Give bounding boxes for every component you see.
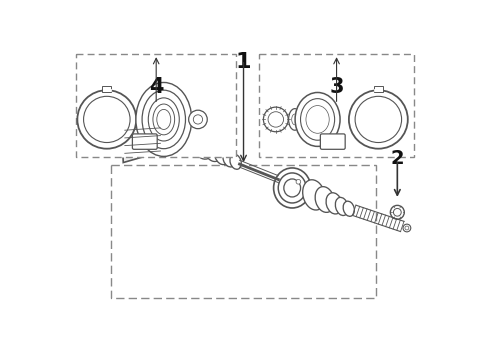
Ellipse shape [178,123,204,156]
Circle shape [84,96,130,143]
Ellipse shape [303,180,325,210]
Ellipse shape [295,93,340,147]
Ellipse shape [230,154,241,169]
Ellipse shape [136,82,192,156]
Circle shape [77,90,136,149]
Text: 4: 4 [149,77,164,97]
Polygon shape [162,111,173,151]
Circle shape [264,107,288,132]
Ellipse shape [403,224,411,232]
Bar [374,86,383,92]
Ellipse shape [292,114,298,125]
Circle shape [355,96,402,143]
Circle shape [194,115,202,124]
Polygon shape [122,116,164,163]
Ellipse shape [405,226,409,230]
Ellipse shape [326,193,342,214]
Circle shape [189,110,207,129]
Ellipse shape [142,90,186,149]
Polygon shape [122,111,172,126]
Circle shape [296,180,301,184]
Ellipse shape [343,201,354,216]
Polygon shape [164,126,184,149]
Circle shape [393,208,401,216]
Ellipse shape [153,104,174,135]
Text: 1: 1 [236,51,251,72]
Text: 3: 3 [329,77,344,97]
Ellipse shape [284,179,300,197]
Ellipse shape [273,168,311,208]
FancyBboxPatch shape [320,134,345,149]
Ellipse shape [193,132,214,159]
Ellipse shape [157,109,171,130]
Text: 2: 2 [391,149,404,167]
Bar [76,54,236,157]
Ellipse shape [335,197,348,216]
Bar [102,86,111,92]
Ellipse shape [300,99,335,140]
Circle shape [268,112,284,127]
Bar [111,165,376,298]
Ellipse shape [306,105,329,133]
Ellipse shape [223,150,236,167]
Ellipse shape [289,109,301,130]
Ellipse shape [214,145,229,165]
FancyBboxPatch shape [132,134,157,149]
Ellipse shape [204,139,222,162]
Ellipse shape [148,98,179,141]
Ellipse shape [278,173,306,203]
Circle shape [391,205,404,219]
Circle shape [349,90,408,149]
Ellipse shape [315,186,334,212]
Bar [259,54,415,157]
